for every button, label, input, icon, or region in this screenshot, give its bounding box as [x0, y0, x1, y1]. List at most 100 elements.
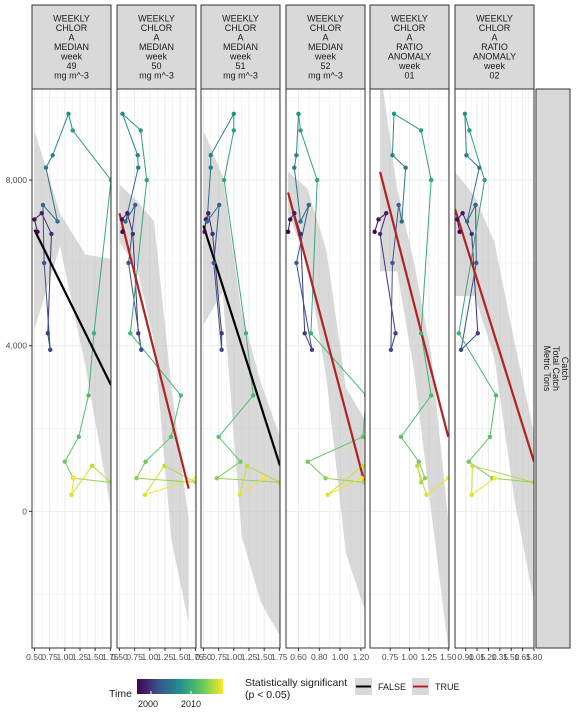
x-tick-label: 1.00 — [401, 652, 418, 662]
right-strip-box — [535, 88, 571, 649]
time-path-segment — [418, 461, 426, 479]
time-path-segment — [426, 477, 449, 496]
time-path-segment — [239, 477, 265, 496]
data-point — [376, 217, 381, 222]
time-path-segment — [91, 465, 111, 483]
time-path-segment — [136, 461, 146, 479]
time-path-segment — [398, 204, 403, 222]
data-point — [296, 111, 301, 117]
data-point — [89, 463, 95, 469]
facet-strip — [285, 4, 366, 90]
time-path-segment — [144, 465, 165, 496]
trend-line — [287, 192, 365, 485]
time-path-segment — [73, 477, 111, 483]
data-point — [70, 128, 75, 133]
data-point — [470, 463, 475, 469]
time-path-segment — [401, 167, 407, 222]
time-path-segment — [466, 154, 480, 169]
time-path-segment — [400, 395, 432, 438]
time-legend-tick-2010: 2010 — [181, 699, 201, 709]
data-point — [193, 480, 196, 485]
data-point — [422, 476, 428, 481]
x-tick-label: 1.00 — [142, 652, 159, 662]
facet-content — [32, 111, 111, 510]
data-point — [298, 219, 303, 224]
data-point — [493, 393, 499, 398]
data-point — [136, 165, 141, 170]
time-path-segment — [362, 402, 365, 437]
data-point — [398, 434, 404, 440]
time-path-segment — [64, 461, 74, 479]
x-tick-label: 1.50 — [172, 652, 189, 662]
confidence-ribbon — [288, 171, 365, 611]
time-path-segment — [297, 113, 302, 131]
data-point — [193, 476, 196, 481]
facet-strip-label: RATIO — [396, 42, 423, 52]
data-point — [142, 492, 148, 497]
time-path-segment — [379, 233, 397, 334]
data-point — [456, 331, 461, 336]
x-tick-label: 0.80 — [311, 652, 328, 662]
data-point — [238, 459, 243, 464]
x-tick-label: 0.90 — [457, 652, 474, 662]
data-point — [399, 219, 404, 224]
right-strip-label: Catch — [560, 357, 570, 381]
facet-strip-label: ANOMALY — [473, 52, 516, 62]
time-path-segment — [295, 262, 313, 350]
data-point — [302, 331, 307, 336]
time-path-segment — [304, 333, 313, 351]
data-point — [482, 177, 487, 183]
data-point — [168, 434, 174, 440]
time-path-segment — [216, 461, 241, 479]
confidence-ribbon — [34, 130, 111, 510]
x-tick-label: 1.00 — [57, 652, 74, 662]
data-point — [464, 153, 469, 158]
time-path-segment — [216, 477, 280, 483]
time-path-segment — [420, 180, 432, 334]
x-tick-label: 0.50 — [26, 652, 43, 662]
legend: Time 2000 2010 Statistically significant… — [109, 677, 460, 709]
data-point — [306, 202, 312, 208]
data-point — [305, 459, 311, 464]
data-point — [487, 434, 493, 440]
time-path-segment — [67, 113, 74, 131]
data-point — [45, 331, 50, 336]
y-tick-label: 0 — [22, 506, 27, 516]
data-point — [50, 153, 55, 158]
data-point — [294, 153, 299, 158]
time-path-segment — [293, 167, 302, 222]
trend-line — [379, 171, 449, 438]
data-point — [134, 476, 139, 481]
data-point — [469, 492, 474, 497]
facet-strip-label: 52 — [320, 61, 330, 71]
data-point — [531, 480, 534, 485]
x-tick-label: 1.25 — [241, 652, 258, 662]
time-path-segment — [88, 333, 95, 396]
data-point — [219, 331, 224, 336]
data-point — [178, 393, 184, 398]
x-tick-label: 1.35 — [492, 652, 509, 662]
time-path-segment — [64, 436, 80, 462]
facet-strip-label: WEEKLY — [391, 14, 428, 24]
data-point — [49, 231, 54, 237]
data-point — [415, 463, 420, 469]
time-path-segment — [223, 180, 247, 334]
time-path-segment — [300, 233, 306, 334]
facet-plot-area — [455, 89, 534, 648]
x-tick-label: 0.75 — [382, 652, 399, 662]
x-tick-label: 0.60 — [290, 652, 307, 662]
data-point — [492, 476, 497, 481]
time-path-segment — [213, 262, 223, 350]
facet-strip — [454, 4, 535, 90]
time-path-segment — [71, 478, 75, 495]
facet-strip-label: MEDIAN — [308, 42, 343, 52]
data-point — [360, 463, 365, 469]
time-path-segment — [78, 395, 90, 437]
data-point — [251, 393, 256, 398]
time-path-segment — [239, 465, 248, 495]
time-path-segment — [458, 180, 486, 334]
x-tick-label: 1.50 — [256, 652, 273, 662]
data-point — [361, 480, 365, 485]
time-path-segment — [206, 204, 220, 222]
data-point — [390, 153, 395, 158]
